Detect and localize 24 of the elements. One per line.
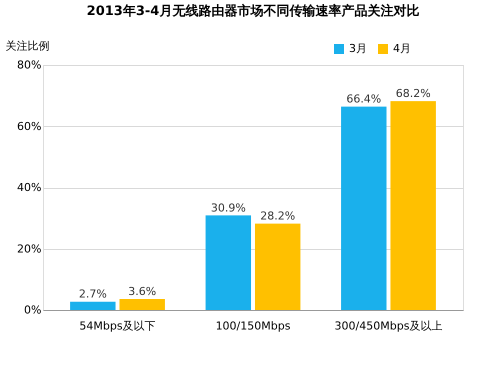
data-label: 2.7%	[78, 288, 107, 301]
bar	[119, 298, 165, 310]
bar	[206, 215, 252, 310]
y-axis-title: 关注比例	[6, 40, 50, 52]
bar	[390, 101, 436, 310]
legend-label: 3月	[349, 42, 367, 55]
bar	[70, 302, 116, 310]
bar	[341, 106, 387, 310]
data-label: 3.6%	[128, 284, 156, 298]
y-tick-label: 0%	[24, 304, 42, 316]
y-tick-label: 20%	[17, 242, 42, 256]
y-tick-label: 40%	[17, 181, 42, 194]
y-tick-label: 80%	[17, 58, 42, 72]
data-label: 66.4%	[346, 92, 382, 106]
legend-label: 4月	[393, 42, 411, 55]
chart-title: 2013年3-4月无线路由器市场不同传输速率产品关注对比	[86, 3, 420, 19]
data-label: 28.2%	[260, 210, 296, 223]
data-label: 68.2%	[396, 87, 431, 100]
x-tick-label: 100/150Mbps	[216, 320, 291, 332]
bar	[254, 224, 300, 310]
data-label: 30.9%	[210, 201, 246, 214]
x-tick-label: 300/450Mbps及以上	[334, 320, 442, 332]
y-tick-label: 60%	[17, 120, 42, 133]
x-tick-label: 54Mbps及以下	[79, 320, 156, 332]
